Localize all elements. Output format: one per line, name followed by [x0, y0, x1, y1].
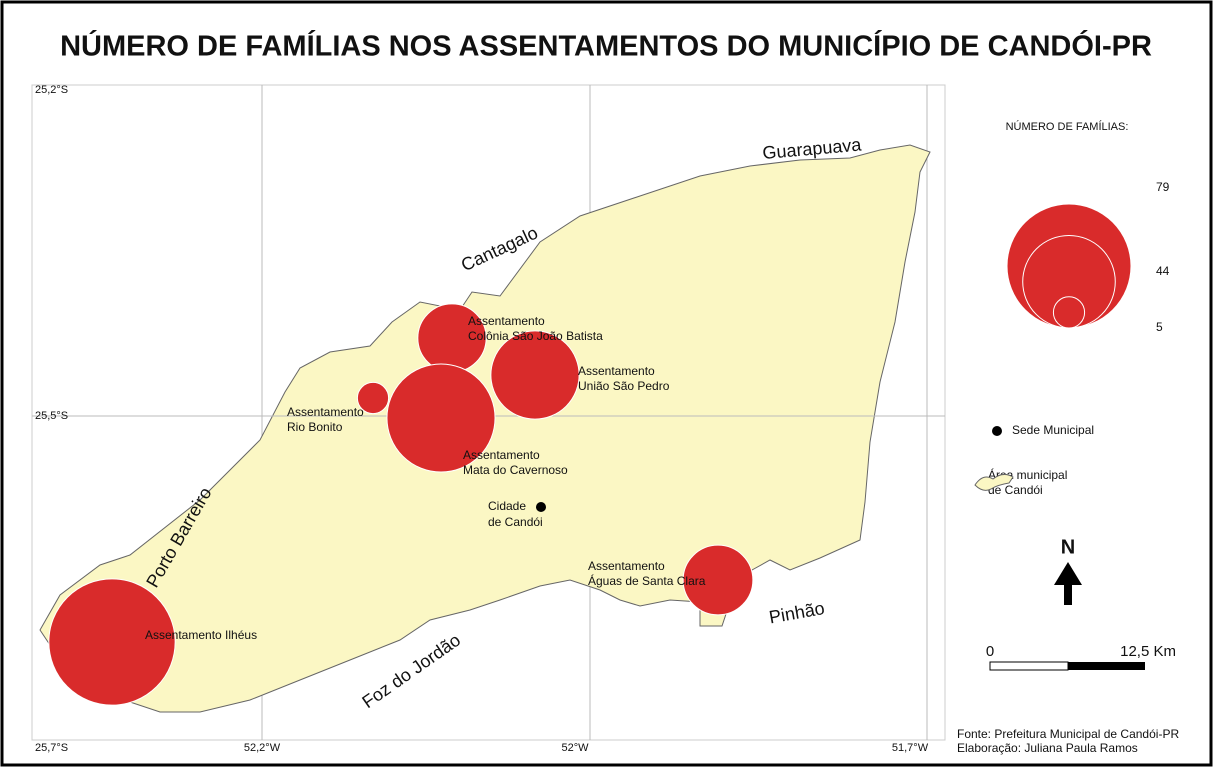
source: Fonte: Prefeitura Municipal de Candói-PR	[957, 727, 1179, 741]
north-label: N	[1061, 536, 1075, 558]
settlement-bubble	[490, 330, 580, 420]
settlement-label: Assentamento	[287, 405, 364, 419]
sede-symbol	[992, 426, 1002, 436]
legend-value: 79	[1156, 180, 1170, 194]
coordinate-label: 25,2°S	[35, 84, 68, 96]
coordinate-label: 25,7°S	[35, 742, 68, 754]
legend-sede: Sede Municipal	[1012, 423, 1094, 437]
settlement-label: Colônia São João Batista	[468, 329, 603, 343]
coordinate-label: 52,2°W	[244, 742, 281, 754]
title: NÚMERO DE FAMÍLIAS NOS ASSENTAMENTOS DO …	[60, 29, 1152, 63]
settlement-label: Rio Bonito	[287, 420, 343, 434]
coordinate-label: 51,7°W	[892, 742, 929, 754]
area-symbol	[974, 473, 1014, 491]
city-label: Cidade	[488, 499, 526, 513]
settlement-label: União São Pedro	[578, 379, 670, 393]
settlement-bubble	[682, 544, 754, 616]
settlement-label: Águas de Santa Clara	[588, 573, 706, 588]
city-dot	[536, 502, 546, 512]
legend-bubble	[1052, 296, 1086, 329]
source: Elaboração: Juliana Paula Ramos	[957, 741, 1138, 755]
settlement-label: Mata do Cavernoso	[463, 463, 568, 477]
legend-title: NÚMERO DE FAMÍLIAS:	[1006, 120, 1129, 133]
settlement-label: Assentamento Ilhéus	[145, 628, 257, 642]
settlement-bubble	[48, 578, 176, 706]
legend-area: de Candói	[988, 483, 1043, 497]
settlement-label: Assentamento	[463, 448, 540, 462]
scale-bar	[989, 661, 1069, 671]
settlement-label: Assentamento	[468, 314, 545, 328]
scale-end: 12,5 Km	[1120, 643, 1176, 660]
settlement-label: Assentamento	[588, 559, 665, 573]
legend-value: 44	[1156, 264, 1170, 278]
legend-value: 5	[1156, 320, 1163, 334]
scale-start: 0	[986, 643, 994, 660]
city-label: de Candói	[488, 515, 543, 529]
settlement-label: Assentamento	[578, 364, 655, 378]
north-arrow	[1054, 562, 1082, 585]
settlement-bubble	[386, 363, 496, 473]
scale-bar	[1068, 662, 1145, 670]
coordinate-label: 25,5°S	[35, 410, 68, 422]
coordinate-label: 52°W	[561, 742, 589, 754]
settlement-bubble	[356, 381, 390, 415]
